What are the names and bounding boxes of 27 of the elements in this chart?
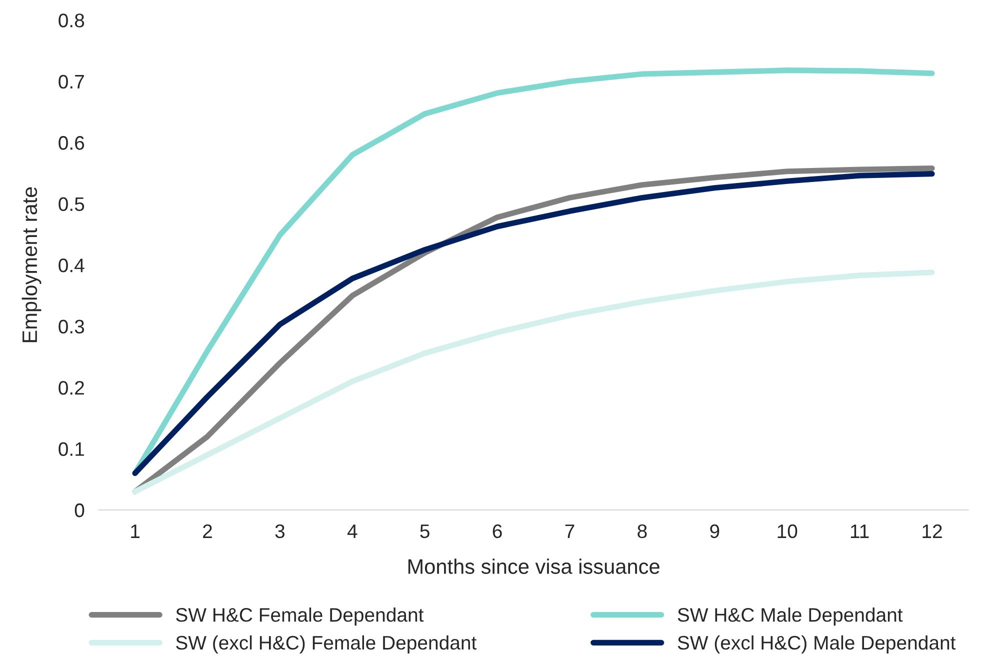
y-tick-label: 0.1: [58, 442, 84, 456]
x-tick-label: 2: [203, 524, 212, 538]
x-tick-label: 11: [850, 524, 869, 538]
x-tick-label: 12: [922, 524, 942, 538]
legend-label: SW H&C Female Dependant: [176, 608, 424, 626]
x-tick-label: 7: [565, 524, 574, 538]
legend-label: SW H&C Male Dependant: [678, 608, 903, 626]
y-tick-label: 0.6: [58, 136, 84, 150]
y-tick-label: 0.5: [58, 197, 84, 212]
x-tick-label: 4: [347, 524, 358, 538]
y-tick-label: 0.4: [58, 258, 84, 272]
y-tick-label: 0: [74, 503, 84, 518]
y-tick-label: 0.8: [58, 14, 84, 28]
legend-label: SW (excl H&C) Female Dependant: [176, 635, 477, 654]
y-tick-label: 0.3: [58, 320, 84, 334]
x-tick-label: 6: [492, 524, 502, 538]
x-tick-label: 8: [638, 524, 647, 538]
legend-label: SW (excl H&C) Male Dependant: [678, 635, 956, 654]
x-axis-title: Months since visa issuance: [408, 558, 660, 574]
x-tick-label: 9: [710, 524, 720, 538]
y-axis-title: Employment rate: [22, 187, 42, 342]
x-tick-label: 3: [275, 524, 284, 538]
x-tick-label: 5: [420, 524, 430, 538]
x-tick-label: 10: [778, 524, 798, 538]
y-tick-label: 0.7: [58, 74, 84, 89]
x-tick-label: 1: [131, 524, 140, 538]
y-tick-label: 0.2: [58, 380, 84, 395]
